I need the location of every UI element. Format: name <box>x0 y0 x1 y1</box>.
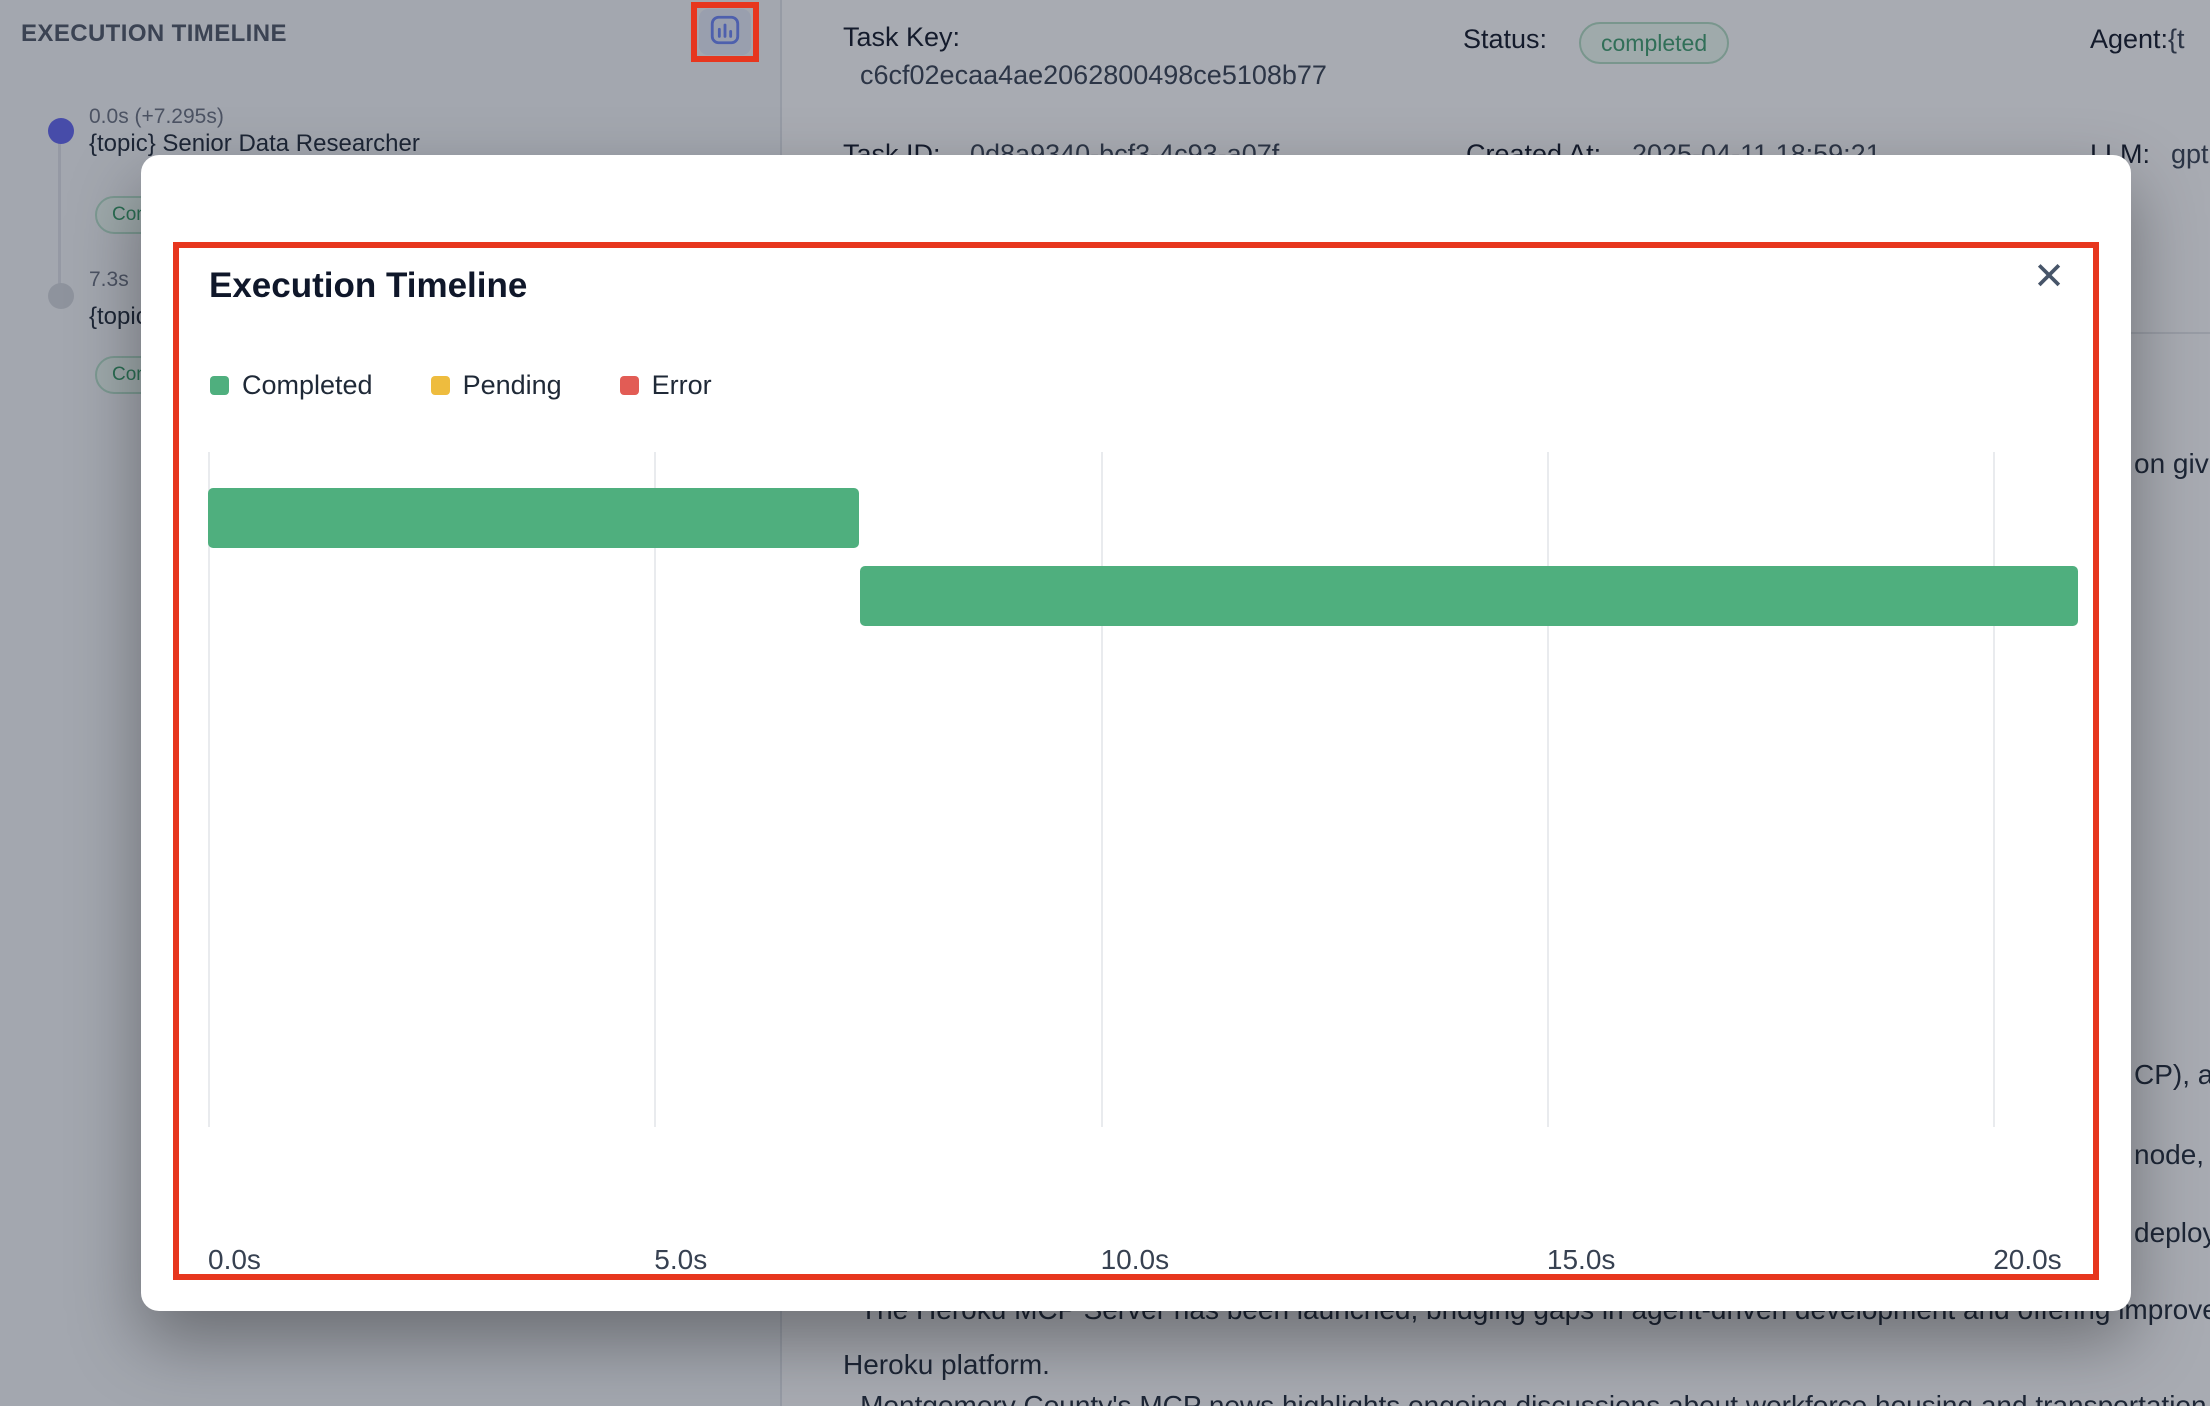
x-axis-labels: 0.0s 5.0s 10.0s 15.0s 20.0s <box>179 1244 2093 1278</box>
chart-legend: Completed Pending Error <box>210 370 712 401</box>
annotation-highlight-box <box>691 2 759 62</box>
gantt-plot <box>208 452 2078 1127</box>
task-output-line: - Montgomery County's MCP news highlight… <box>843 1390 2207 1406</box>
gantt-bar[interactable] <box>208 488 860 548</box>
x-axis-tick-label: 5.0s <box>654 1244 708 1275</box>
gridline <box>1993 452 1996 1127</box>
bar-chart-icon <box>708 13 742 52</box>
gantt-bar[interactable] <box>859 566 2078 626</box>
gridline <box>208 452 210 1127</box>
clipped-text-fragment: deploy <box>2134 1217 2210 1248</box>
gridline <box>1100 452 1103 1127</box>
timeline-entry-title[interactable]: {topic} Senior Data Researcher <box>89 130 420 157</box>
clipped-text-fragment: on giv <box>2134 448 2209 479</box>
clipped-text-fragment: node, <box>2134 1139 2205 1170</box>
timeline-entry-time: 7.3s <box>89 268 129 291</box>
modal-title: Execution Timeline <box>209 266 528 305</box>
x-axis-tick-label: 20.0s <box>1993 1244 2062 1275</box>
task-output-line: Heroku platform. <box>843 1349 1050 1380</box>
annotation-highlight-box: Execution Timeline ✕ Completed Pending Err… <box>173 242 2099 1280</box>
task-status-badge: completed <box>1579 22 1730 64</box>
x-axis-tick-label: 0.0s <box>208 1244 261 1275</box>
execution-timeline-modal: Execution Timeline ✕ Completed Pending Err… <box>141 155 2131 1311</box>
status-label: Status: <box>1463 24 1548 54</box>
task-key-label: Task Key: <box>843 22 961 52</box>
legend-item[interactable]: Pending <box>430 370 562 401</box>
x-axis-tick-label: 15.0s <box>1546 1244 1616 1275</box>
legend-label: Error <box>651 370 712 400</box>
legend-item[interactable]: Completed <box>210 370 373 401</box>
gridline <box>1546 452 1549 1127</box>
legend-swatch-icon <box>619 376 639 395</box>
timeline-dot-active <box>48 118 74 144</box>
timeline-connector <box>58 131 61 293</box>
legend-swatch-icon <box>430 376 450 395</box>
agent-label: Agent: <box>2090 24 2169 54</box>
x-axis-tick-label: 10.0s <box>1100 1244 1170 1275</box>
clipped-text-fragment: CP), a <box>2134 1059 2210 1090</box>
llm-value: gpt <box>2171 139 2209 169</box>
legend-label: Completed <box>242 370 373 400</box>
task-key-value: c6cf02ecaa4ae2062800498ce5108b77 <box>860 60 1327 90</box>
legend-item[interactable]: Error <box>619 370 712 401</box>
timeline-entry-time: 0.0s (+7.295s) <box>89 105 224 128</box>
agent-value: {t <box>2168 24 2185 54</box>
timeline-dot <box>48 283 74 309</box>
panel-title: EXECUTION TIMELINE <box>21 20 287 47</box>
legend-swatch-icon <box>210 376 229 395</box>
open-timeline-chart-button[interactable] <box>699 9 751 55</box>
close-icon[interactable]: ✕ <box>2033 256 2065 298</box>
legend-label: Pending <box>462 370 562 400</box>
gridline <box>654 452 657 1127</box>
